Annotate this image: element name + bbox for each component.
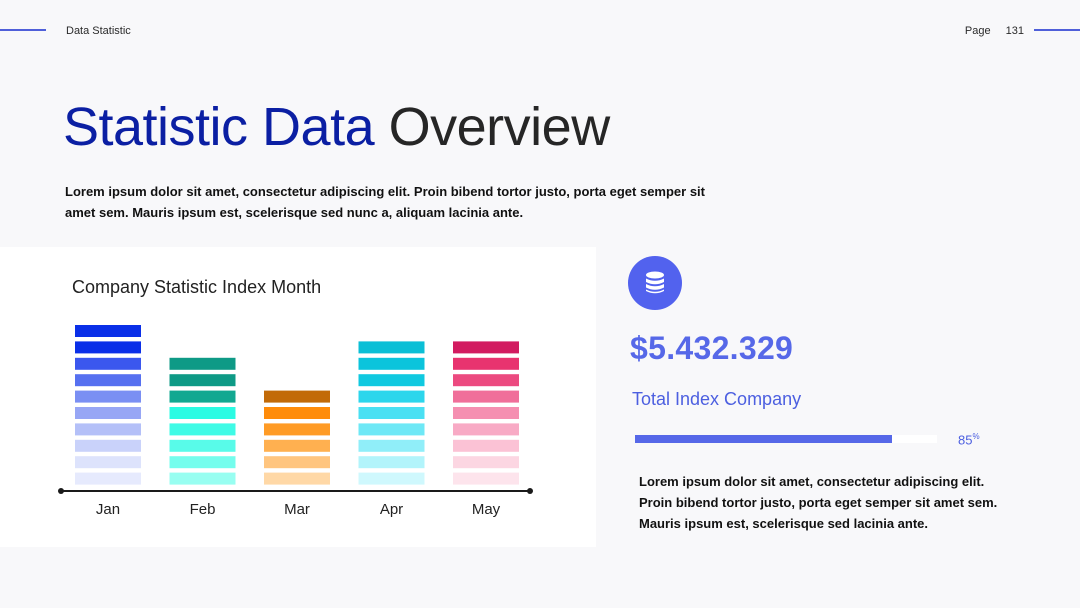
progress-bar: [635, 435, 937, 443]
database-icon-badge: [628, 256, 682, 310]
page-label: Page: [964, 25, 991, 37]
bar-segment: [169, 407, 236, 419]
header-rule-right: [1034, 29, 1080, 31]
progress-unit: %: [972, 432, 980, 441]
bar-segment: [358, 472, 425, 485]
bar-segment: [453, 407, 519, 419]
progress-value: 85%: [958, 432, 980, 447]
x-tick-label: Feb: [190, 501, 216, 518]
page-indicator: Page 131: [965, 25, 1024, 37]
bar-segment: [169, 374, 236, 387]
page-title: Statistic Data Overview: [63, 96, 610, 158]
x-tick-label: May: [472, 501, 501, 518]
bar-apr: [358, 341, 425, 485]
bar-segment: [453, 341, 519, 354]
bar-segment: [75, 423, 141, 436]
bar-segment: [264, 423, 330, 436]
bar-segment: [453, 472, 519, 485]
bar-segment: [453, 374, 519, 387]
title-rest: Overview: [388, 97, 611, 157]
progress-number: 85: [958, 432, 973, 448]
bar-segment: [264, 456, 330, 469]
bar-segment: [75, 407, 141, 419]
x-tick-label: Jan: [96, 501, 120, 518]
bar-segment: [453, 439, 519, 452]
stats-description: Lorem ipsum dolor sit amet, consectetur …: [639, 474, 998, 531]
bar-segment: [169, 390, 236, 403]
bar-mar: [264, 390, 330, 485]
bar-segment: [358, 341, 425, 354]
bar-segment: [75, 472, 141, 485]
bar-segment: [358, 439, 425, 452]
page-number: 131: [1005, 25, 1024, 37]
bar-segment: [264, 407, 330, 419]
bar-segment: [169, 439, 236, 452]
bar-segment: [264, 390, 330, 403]
bar-jan: [75, 325, 141, 485]
x-tick-label: Mar: [284, 501, 310, 518]
bar-segment: [358, 456, 425, 469]
total-label: Total Index Company: [632, 389, 802, 409]
bar-segment: [358, 390, 425, 403]
x-axis-start-dot: [58, 488, 64, 494]
bar-segment: [453, 456, 519, 469]
title-highlight: Statistic Data: [63, 97, 375, 157]
bar-segment: [75, 390, 141, 403]
bar-segment: [358, 357, 425, 370]
bar-may: [453, 341, 519, 485]
bar-segment: [169, 357, 236, 370]
bar-segment: [453, 423, 519, 436]
bar-segment: [75, 456, 141, 469]
bar-segment: [453, 390, 519, 403]
x-axis-end-dot: [527, 488, 533, 494]
x-tick-label: Apr: [380, 501, 403, 518]
bar-segment: [358, 423, 425, 436]
bar-segment: [264, 472, 330, 485]
bar-chart: Jan Feb Mar Apr May: [58, 325, 533, 518]
intro-paragraph: Lorem ipsum dolor sit amet, consectetur …: [65, 184, 705, 220]
header-rule-left: [0, 29, 46, 31]
bar-segment: [358, 407, 425, 419]
bar-segment: [75, 357, 141, 370]
chart-title: Company Statistic Index Month: [72, 277, 322, 297]
bar-segment: [264, 439, 330, 452]
bar-segment: [169, 423, 236, 436]
bar-segment: [75, 439, 141, 452]
header-label: Data Statistic: [66, 25, 131, 37]
bar-segment: [169, 472, 236, 485]
bar-segment: [75, 341, 141, 354]
database-icon: [646, 271, 664, 294]
bar-feb: [169, 357, 236, 485]
bar-group: [75, 325, 519, 485]
progress-fill: [635, 435, 892, 443]
total-value: $5.432.329: [630, 330, 794, 366]
bar-segment: [75, 325, 141, 337]
bar-segment: [75, 374, 141, 387]
x-tick-labels: Jan Feb Mar Apr May: [96, 501, 501, 518]
bar-segment: [453, 357, 519, 370]
bar-segment: [169, 456, 236, 469]
bar-segment: [358, 374, 425, 387]
